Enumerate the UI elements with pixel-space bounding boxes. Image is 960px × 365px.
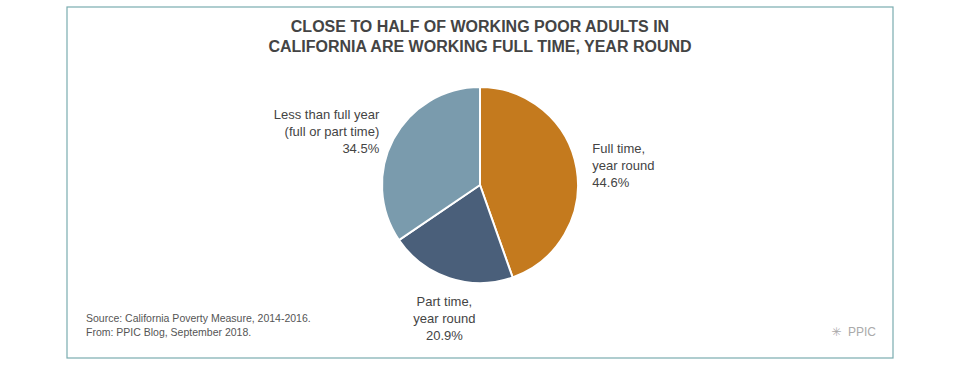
value-label: 34.5% [342,141,379,156]
chart: CLOSE TO HALF OF WORKING POOR ADULTS INC… [0,0,960,365]
category-label: Full time,year round [592,141,654,173]
slice [382,87,480,240]
card [67,7,893,358]
source: Source: California Poverty Measure, 2014… [86,312,311,338]
category-label: Less than full year(full or part time) [274,107,380,139]
title: CLOSE TO HALF OF WORKING POOR ADULTS INC… [268,18,691,55]
value-label: 44.6% [592,175,629,190]
category-label: Part time,year round [413,294,475,326]
slice-label: Full time,year round 44.6% [592,141,654,190]
logo: ✳ PPIC [831,325,876,339]
slice-label: Part time,year round 20.9% [413,294,475,343]
value-label: 20.9% [426,328,463,343]
slice-label: Less than full year(full or part time) 34… [274,107,380,156]
pie [382,87,578,283]
